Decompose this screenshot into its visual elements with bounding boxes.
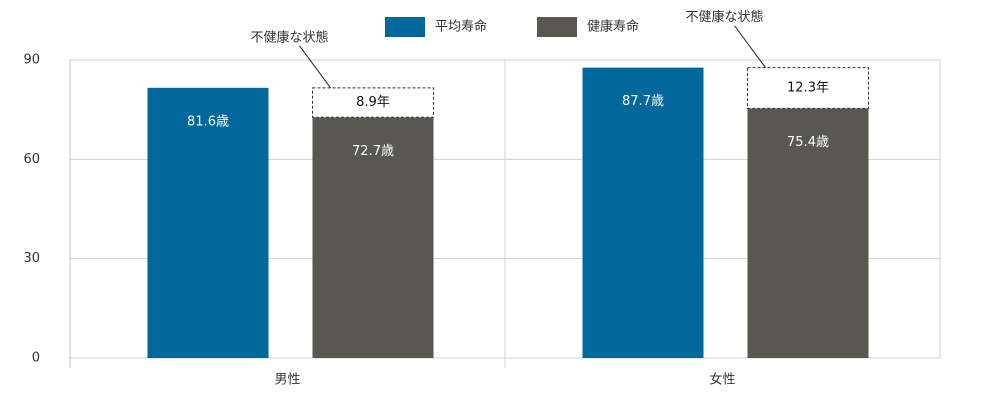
bar [147,87,269,359]
legend-swatch [537,17,577,37]
y-tick-label: 0 [32,351,40,366]
legend-swatch [385,17,425,37]
x-tick-label: 女性 [709,372,735,388]
x-tick-label: 男性 [274,373,300,388]
segment-label: 12.3年 [787,80,829,95]
value-label: 75.4歳 [787,135,829,150]
value-label: 81.6歳 [187,114,229,129]
annotation-leader [299,45,331,89]
y-tick-label: 60 [23,152,40,167]
bar [312,117,434,358]
legend-label: 健康寿命 [587,19,639,35]
bar [747,108,869,358]
y-tick-label: 90 [23,53,40,68]
legend-label: 平均寿命 [435,19,487,35]
annotation-leader [734,25,766,68]
stack-segment [747,67,869,109]
annotation: 不健康な状態 [685,9,763,25]
value-label: 72.7歳 [352,144,394,159]
value-label: 87.7歳 [622,94,664,109]
annotation: 不健康な状態 [250,29,328,45]
stack-segment [312,87,434,118]
y-tick-label: 30 [23,251,40,266]
bar [582,67,704,359]
segment-label: 8.9年 [356,95,390,110]
